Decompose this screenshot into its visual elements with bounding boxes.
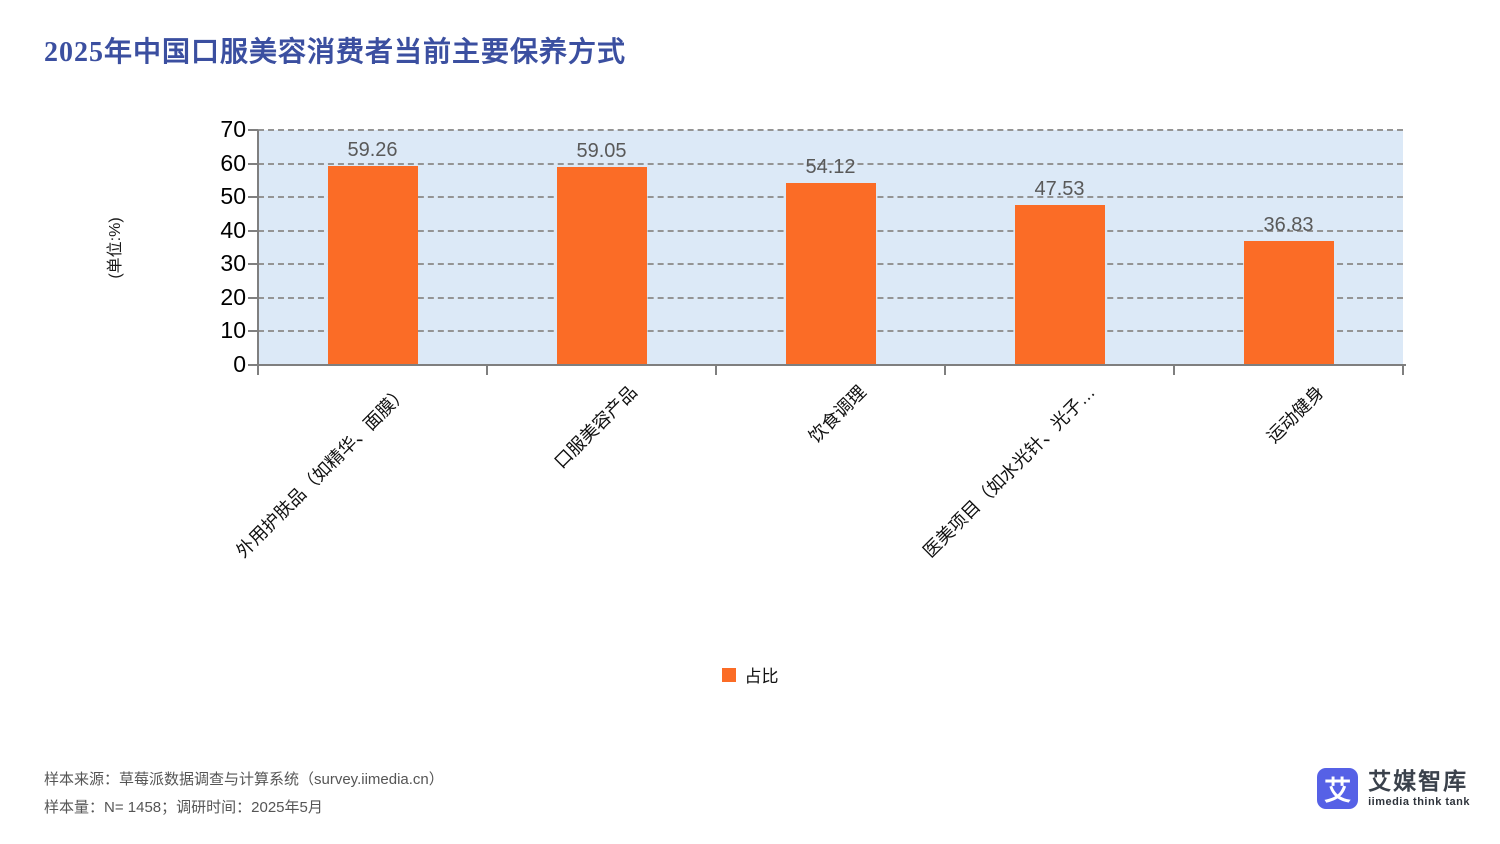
y-tick-10 xyxy=(248,330,258,333)
x-tick-3 xyxy=(944,366,946,375)
bar-2 xyxy=(785,183,876,365)
logo-name-en: iimedia think tank xyxy=(1368,796,1470,808)
x-axis-line xyxy=(252,364,1406,366)
y-tick-label-50: 50 xyxy=(220,183,246,210)
y-tick-0 xyxy=(248,364,258,366)
x-category-label-3: 医美项目（如水光针、光子… xyxy=(918,381,1099,562)
logo-name-cn: 艾媒智库 xyxy=(1368,768,1469,794)
y-tick-label-40: 40 xyxy=(220,216,246,243)
gridline-70 xyxy=(258,129,1403,131)
y-axis-line xyxy=(257,130,259,374)
footer-source-line: 样本来源：草莓派数据调查与计算系统（survey.iimedia.cn） xyxy=(44,771,444,788)
value-label-4: 36.83 xyxy=(1263,214,1314,237)
y-axis-unit-label: (单位:%) xyxy=(107,217,124,279)
x-tick-2 xyxy=(715,366,717,375)
x-category-label-4: 运动健身 xyxy=(1262,381,1328,447)
y-tick-label-10: 10 xyxy=(220,317,246,344)
value-label-0: 59.26 xyxy=(347,139,398,162)
legend-label: 占比 xyxy=(744,667,779,686)
y-tick-40 xyxy=(248,229,258,232)
value-label-3: 47.53 xyxy=(1034,178,1085,201)
y-tick-60 xyxy=(248,162,258,165)
y-tick-label-0: 0 xyxy=(233,351,246,377)
x-category-label-1: 口服美容产品 xyxy=(549,381,641,473)
x-category-label-2: 饮食调理 xyxy=(804,381,870,447)
y-tick-label-70: 70 xyxy=(220,116,246,142)
bar-4 xyxy=(1243,241,1334,365)
value-label-1: 59.05 xyxy=(576,139,627,162)
bar-1 xyxy=(556,166,647,365)
y-tick-label-60: 60 xyxy=(220,149,246,176)
y-tick-30 xyxy=(248,263,258,266)
chart-title: 2025年中国口服美容消费者当前主要保养方式 xyxy=(44,37,627,68)
x-tick-5 xyxy=(1402,366,1404,375)
legend-swatch-icon xyxy=(721,667,736,682)
iimedia-logo: 艾 艾媒智库 iimedia think tank xyxy=(1317,768,1470,809)
x-tick-1 xyxy=(486,366,488,375)
logo-text: 艾媒智库 iimedia think tank xyxy=(1368,768,1470,809)
x-tick-0 xyxy=(257,366,259,375)
x-tick-4 xyxy=(1173,366,1175,375)
bar-3 xyxy=(1014,205,1105,365)
iimedia-logo-icon: 艾 xyxy=(1317,768,1359,809)
plot-area xyxy=(258,129,1403,365)
y-tick-label-30: 30 xyxy=(220,250,246,277)
footer-sample-line: 样本量：N= 1458；调研时间：2025年5月 xyxy=(44,799,323,816)
value-label-2: 54.12 xyxy=(805,156,856,179)
footer: 样本来源：草莓派数据调查与计算系统（survey.iimedia.cn） 样本量… xyxy=(44,766,444,822)
legend: 占比 xyxy=(0,662,1500,687)
gridline-60 xyxy=(258,162,1403,165)
y-tick-20 xyxy=(248,296,258,299)
y-tick-70 xyxy=(248,129,258,131)
x-category-label-0: 外用护肤品（如精华、面膜） xyxy=(231,381,412,562)
bar-0 xyxy=(327,166,418,365)
y-tick-label-20: 20 xyxy=(220,283,246,310)
y-tick-50 xyxy=(248,196,258,199)
